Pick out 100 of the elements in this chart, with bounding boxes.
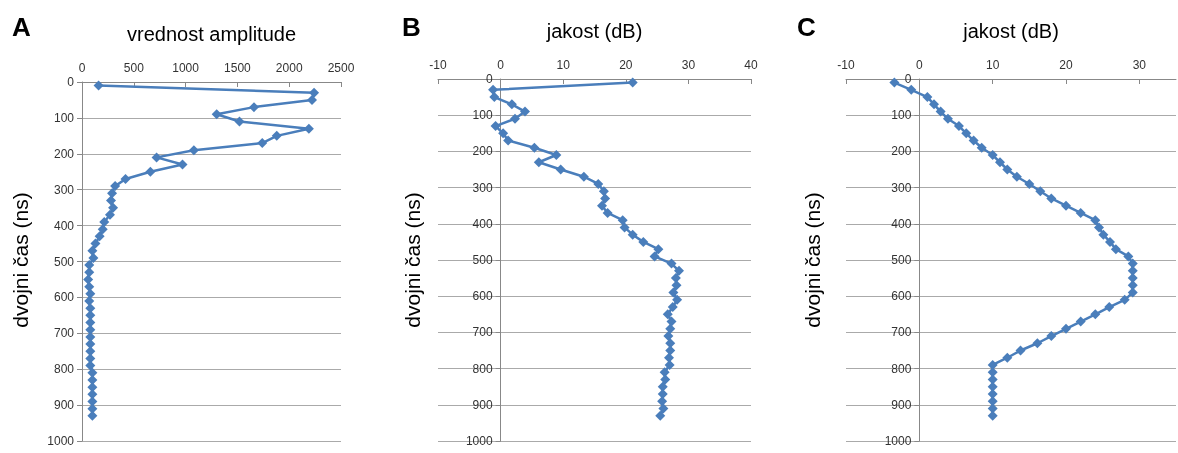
- point: [1002, 164, 1013, 175]
- text: A: [12, 12, 31, 42]
- point: [83, 274, 94, 285]
- point: [961, 128, 972, 139]
- point: [987, 150, 998, 161]
- y-tick-label: 1000: [465, 434, 493, 448]
- point: [593, 178, 604, 189]
- y-tick-label: 200: [53, 146, 75, 161]
- point: [1015, 345, 1026, 356]
- point: [533, 157, 544, 168]
- point: [666, 258, 677, 269]
- point: [662, 309, 673, 320]
- point: [88, 252, 99, 263]
- y-tick-label: 100: [891, 108, 912, 123]
- point: [234, 116, 245, 127]
- point: [672, 294, 683, 305]
- point: [188, 145, 199, 156]
- point: [627, 77, 638, 88]
- point: [638, 236, 649, 247]
- y-tick-label: 900: [472, 397, 493, 412]
- point: [1090, 309, 1101, 320]
- point: [627, 229, 638, 240]
- point: [617, 215, 628, 226]
- point: [1119, 294, 1130, 305]
- point: [306, 94, 317, 105]
- x-tick-label: 30: [1132, 58, 1147, 72]
- point: [120, 173, 131, 184]
- point: [1011, 171, 1022, 182]
- point: [490, 121, 501, 132]
- y-tick-label: 900: [53, 398, 75, 413]
- point: [665, 323, 676, 334]
- y-tick-label: 500: [891, 253, 912, 267]
- point: [1035, 186, 1046, 197]
- y-tick-label: 800: [891, 361, 912, 376]
- point: [1061, 323, 1071, 334]
- y-tick-label: 600: [53, 290, 75, 305]
- point: [99, 217, 110, 228]
- point: [104, 209, 115, 220]
- y-tick-label: 600: [472, 289, 493, 304]
- point: [1046, 193, 1057, 204]
- point: [94, 231, 105, 242]
- y-tick-label: 100: [472, 108, 493, 123]
- y-tick-label: 100: [53, 110, 75, 125]
- y-tick-label: 300: [53, 182, 75, 197]
- y-axis-title: dvojni čas (ns): [800, 192, 824, 328]
- point: [659, 367, 670, 378]
- point: [211, 109, 222, 120]
- y-tick-label: 200: [472, 144, 493, 159]
- y-axis-title: dvojni čas (ns): [8, 192, 32, 328]
- point: [619, 222, 630, 233]
- point: [87, 245, 98, 256]
- point: [84, 281, 95, 292]
- point: [657, 381, 668, 392]
- point: [110, 181, 121, 192]
- y-tick-label: 1000: [884, 434, 912, 448]
- x-tick-label: 30: [681, 58, 696, 72]
- y-tick-label: 400: [891, 216, 912, 231]
- x-tick-label: 20: [1059, 58, 1073, 72]
- x-tick-label: 500: [123, 61, 145, 75]
- point: [506, 99, 517, 110]
- point: [520, 106, 531, 117]
- point: [1002, 352, 1013, 363]
- point: [968, 135, 979, 146]
- y-tick-label: 0: [67, 75, 75, 89]
- point: [1104, 302, 1115, 313]
- point: [953, 121, 964, 132]
- y-tick-label: 300: [472, 180, 493, 195]
- point: [1061, 200, 1071, 211]
- point: [248, 102, 259, 113]
- text: C: [797, 12, 816, 42]
- point: [889, 77, 900, 88]
- x-tick-label: 1000: [172, 61, 200, 75]
- point: [488, 84, 499, 95]
- point: [649, 251, 660, 262]
- y-tick-label: 200: [891, 144, 912, 159]
- point: [551, 150, 562, 161]
- point: [657, 396, 668, 407]
- x-tick-label: -10: [429, 58, 447, 72]
- point: [906, 84, 917, 95]
- point: [510, 113, 520, 124]
- point: [598, 186, 609, 197]
- point: [1032, 338, 1043, 349]
- point: [987, 359, 998, 370]
- point: [976, 142, 987, 153]
- point: [600, 193, 611, 204]
- text: B: [402, 12, 421, 42]
- point: [922, 92, 933, 103]
- point: [97, 224, 108, 235]
- x-tick-label: 0: [497, 58, 505, 72]
- point: [1110, 244, 1121, 255]
- x-tick-label: 1500: [224, 61, 252, 75]
- y-tick-label: 700: [891, 325, 912, 340]
- point: [663, 352, 674, 363]
- point: [151, 152, 162, 163]
- point: [602, 207, 613, 218]
- y-tick-label: 300: [891, 180, 912, 195]
- y-tick-label: 700: [472, 325, 493, 340]
- y-tick-label: 900: [891, 397, 912, 412]
- point: [145, 166, 156, 177]
- point: [503, 135, 514, 146]
